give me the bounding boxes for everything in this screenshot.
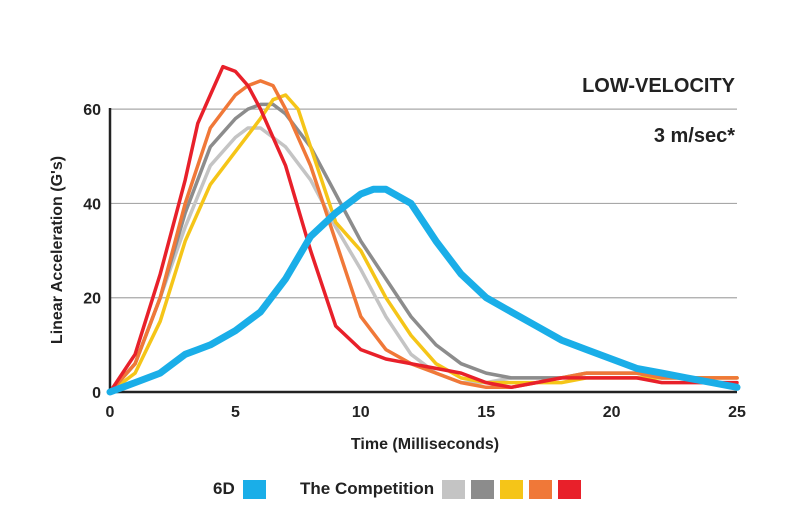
y-tick-label-20: 20 bbox=[83, 291, 101, 308]
x-tick-label-20: 20 bbox=[603, 404, 621, 421]
legend-swatch-orange bbox=[529, 479, 553, 499]
tick-labels: 0 20 40 60 0 5 10 15 20 25 bbox=[83, 102, 746, 421]
y-tick-label-0: 0 bbox=[92, 385, 101, 402]
gridlines bbox=[110, 108, 737, 299]
x-tick-label-0: 0 bbox=[106, 404, 115, 421]
legend-label-competition: The Competition bbox=[300, 479, 435, 498]
legend-item-competition: The Competition bbox=[300, 474, 587, 504]
x-axis-label: Time (Milliseconds) bbox=[351, 436, 499, 453]
legend-swatch-dark-gray bbox=[471, 479, 495, 499]
x-tick-label-5: 5 bbox=[231, 404, 240, 421]
chart-title: LOW-VELOCITY bbox=[582, 75, 736, 97]
x-tick-label-15: 15 bbox=[477, 404, 495, 421]
y-tick-label-40: 40 bbox=[83, 196, 101, 213]
legend-swatch-yellow bbox=[500, 479, 524, 499]
legend-item-6d: 6D bbox=[213, 474, 272, 504]
legend: 6D The Competition bbox=[0, 474, 800, 504]
legend-swatch-light-gray bbox=[442, 479, 466, 499]
y-axis-label: Linear Acceleration (G's) bbox=[49, 156, 66, 344]
legend-swatch-red bbox=[558, 479, 582, 499]
x-tick-label-25: 25 bbox=[728, 404, 746, 421]
series-line-6d bbox=[106, 185, 741, 396]
x-tick-label-10: 10 bbox=[352, 404, 370, 421]
series-line-competition-orange bbox=[108, 79, 739, 394]
series-layer bbox=[106, 64, 741, 396]
legend-swatch-6d bbox=[242, 479, 266, 499]
chart-subtitle: 3 m/sec* bbox=[654, 125, 735, 147]
legend-label-6d: 6D bbox=[213, 479, 235, 498]
y-tick-label-60: 60 bbox=[83, 102, 101, 119]
series-line-competition-red bbox=[108, 64, 739, 394]
